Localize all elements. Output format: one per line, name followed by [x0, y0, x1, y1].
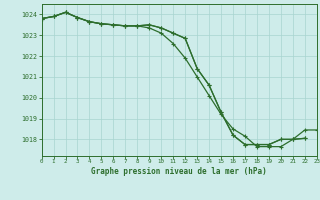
X-axis label: Graphe pression niveau de la mer (hPa): Graphe pression niveau de la mer (hPa)	[91, 167, 267, 176]
